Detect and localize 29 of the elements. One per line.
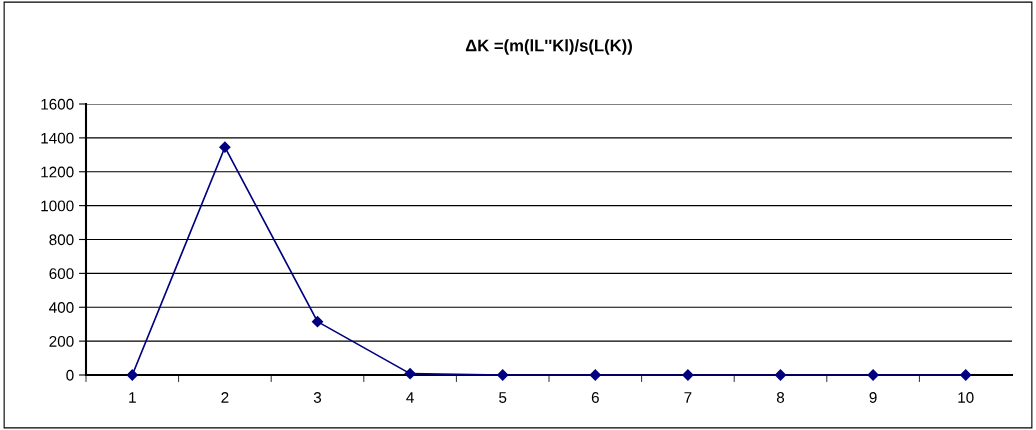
point bbox=[774, 369, 787, 381]
x-tick-label: 4 bbox=[406, 392, 414, 403]
y-tick-label: 200 bbox=[49, 335, 74, 347]
point bbox=[497, 369, 509, 381]
chart-title: ΔK =(m(lL''Kl)/s(L(K)) bbox=[465, 39, 632, 55]
point bbox=[960, 369, 972, 381]
x-tick-label: 1 bbox=[129, 392, 136, 403]
y-tick-label: 1600 bbox=[41, 98, 74, 110]
x-tick-label: 7 bbox=[684, 392, 692, 403]
x-tick-label: 2 bbox=[221, 392, 229, 403]
x-tick-label: 9 bbox=[869, 392, 877, 403]
x-tick-label: 5 bbox=[499, 392, 507, 403]
x-tick-label: 8 bbox=[776, 392, 785, 403]
y-tick-label: 0 bbox=[66, 369, 74, 381]
x-tick-label: 6 bbox=[591, 392, 599, 403]
point bbox=[219, 141, 231, 153]
y-tick-label: 1000 bbox=[41, 200, 74, 212]
y-tick-label: 1400 bbox=[41, 132, 74, 144]
x-tick-label: 3 bbox=[313, 392, 322, 403]
point bbox=[589, 369, 601, 381]
point bbox=[404, 368, 416, 380]
point bbox=[311, 316, 324, 328]
point bbox=[126, 369, 138, 381]
y-tick-label: 800 bbox=[49, 234, 74, 246]
x-tick-label: 10 bbox=[958, 392, 974, 403]
y-tick-label: 400 bbox=[49, 302, 74, 313]
y-tick-label: 1200 bbox=[41, 166, 74, 178]
point bbox=[682, 369, 694, 381]
y-tick-label: 600 bbox=[49, 268, 74, 280]
